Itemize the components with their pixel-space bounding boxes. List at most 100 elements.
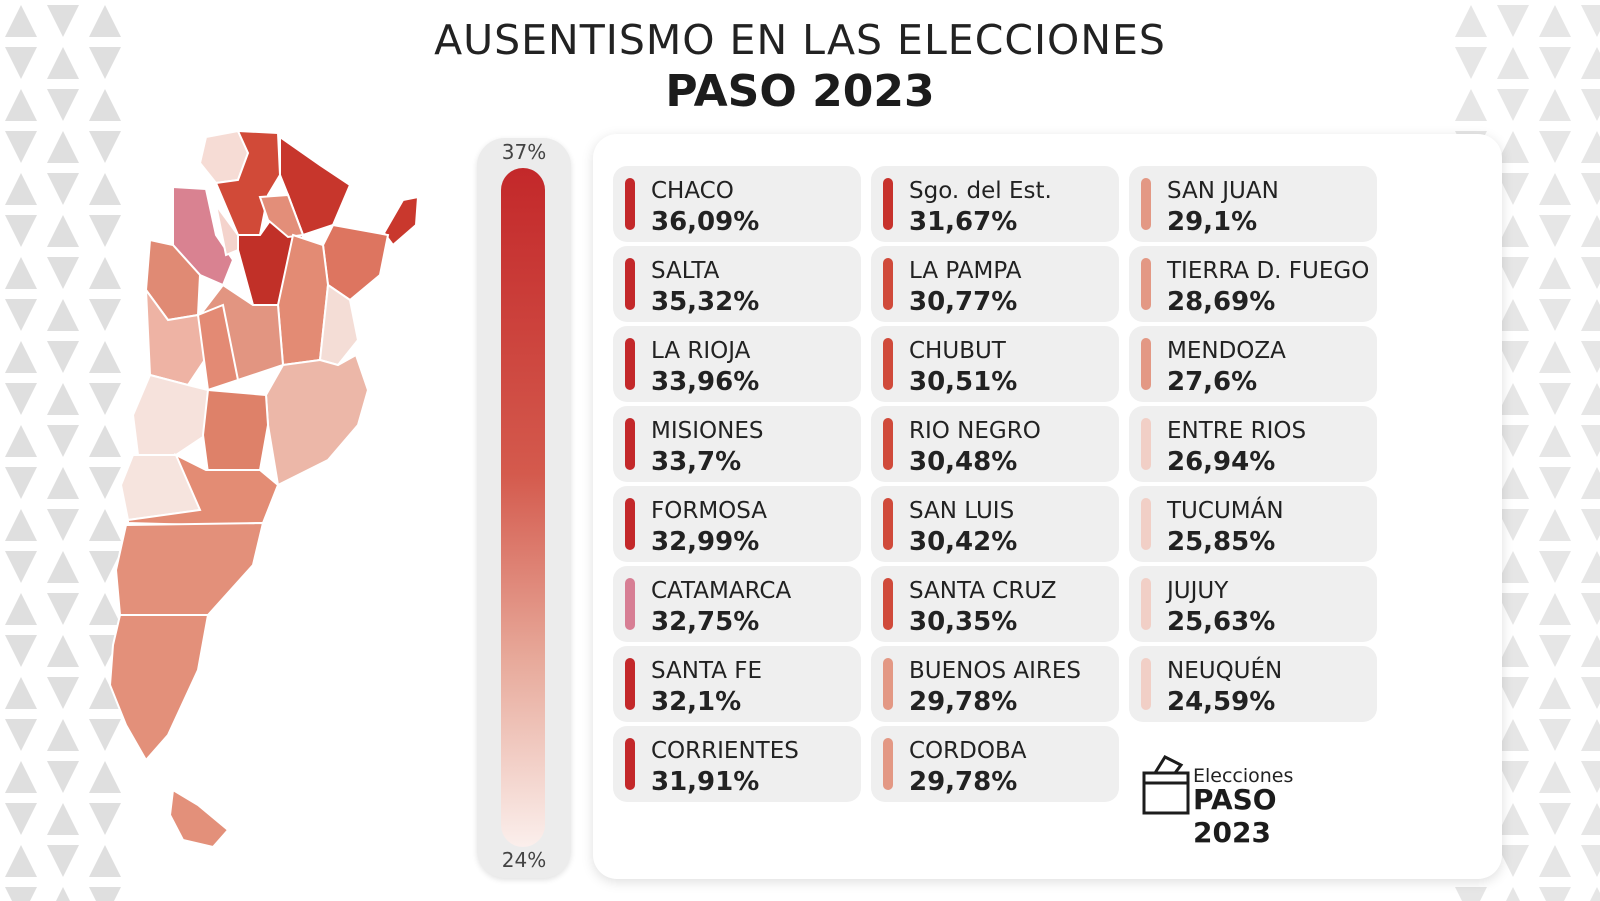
map-region-chubut: [114, 521, 265, 616]
pattern-triangle: [5, 719, 37, 751]
province-color-marker: [883, 178, 893, 230]
pattern-triangle: [89, 341, 121, 373]
pattern-triangle: [89, 299, 121, 331]
province-name: CHACO: [651, 178, 734, 204]
province-color-marker: [883, 578, 893, 630]
pattern-triangle: [5, 131, 37, 163]
province-value: 32,99%: [651, 527, 760, 557]
pattern-triangle: [47, 383, 79, 415]
pattern-triangle: [1581, 257, 1600, 289]
pattern-triangle: [89, 803, 121, 835]
pattern-triangle: [1497, 215, 1529, 247]
pattern-triangle: [56, 887, 70, 901]
province-name: CORRIENTES: [651, 738, 799, 764]
pattern-triangle: [1539, 509, 1571, 541]
pattern-triangle: [5, 593, 37, 625]
pattern-triangle: [5, 5, 37, 37]
chart-title: AUSENTISMO EN LAS ELECCIONES: [434, 16, 1166, 64]
province-color-marker: [625, 258, 635, 310]
province-card: LA RIOJA 33,96%: [613, 326, 861, 402]
pattern-triangle: [89, 551, 121, 583]
pattern-triangle: [89, 425, 121, 457]
province-card: CHACO 36,09%: [613, 166, 861, 242]
pattern-triangle: [89, 593, 121, 625]
pattern-triangle: [89, 509, 121, 541]
pattern-triangle: [1497, 635, 1529, 667]
pattern-triangle: [5, 845, 37, 877]
pattern-triangle: [89, 5, 121, 37]
pattern-triangle: [89, 677, 121, 709]
province-color-marker: [883, 658, 893, 710]
map-region-entre-rios: [318, 283, 360, 367]
pattern-triangle: [47, 593, 79, 625]
pattern-triangle: [1539, 215, 1571, 247]
pattern-triangle: [5, 887, 37, 901]
pattern-triangle: [5, 299, 37, 331]
pattern-triangle: [1581, 215, 1600, 247]
color-scale-legend: 37% 24%: [477, 138, 571, 878]
province-name: MENDOZA: [1167, 338, 1286, 364]
province-color-marker: [883, 258, 893, 310]
province-name: SALTA: [651, 258, 720, 284]
province-card: CORRIENTES 31,91%: [613, 726, 861, 802]
pattern-triangle: [1581, 551, 1600, 583]
province-name: CATAMARCA: [651, 578, 792, 604]
pattern-triangle: [1539, 383, 1571, 415]
pattern-triangle: [5, 551, 37, 583]
province-card: ENTRE RIOS 26,94%: [1129, 406, 1377, 482]
province-name: LA RIOJA: [651, 338, 751, 364]
pattern-triangle: [1497, 467, 1529, 499]
pattern-triangle: [1581, 593, 1600, 625]
pattern-triangle: [1455, 47, 1487, 79]
pattern-triangle: [1455, 89, 1487, 121]
map-region-misiones: [382, 195, 420, 247]
pattern-triangle: [47, 131, 79, 163]
chart-subtitle: PASO 2023: [665, 66, 935, 117]
pattern-triangle: [5, 761, 37, 793]
province-value: 30,42%: [909, 527, 1018, 557]
pattern-triangle: [1497, 383, 1529, 415]
pattern-triangle: [1497, 677, 1529, 709]
pattern-triangle: [47, 467, 79, 499]
province-card: MENDOZA 27,6%: [1129, 326, 1377, 402]
province-color-marker: [1141, 578, 1151, 630]
province-name: JUJUY: [1167, 578, 1229, 604]
province-value: 31,91%: [651, 767, 760, 797]
pattern-triangle: [1497, 5, 1529, 37]
province-name: CHUBUT: [909, 338, 1006, 364]
pattern-triangle: [89, 215, 121, 247]
province-value: 30,35%: [909, 607, 1018, 637]
ballot-box-icon: [1142, 755, 1190, 815]
pattern-triangle: [47, 761, 79, 793]
province-value: 30,51%: [909, 367, 1018, 397]
province-card: Sgo. del Est. 31,67%: [871, 166, 1119, 242]
legend-gradient-bar: [501, 168, 545, 847]
pattern-triangle: [89, 257, 121, 289]
pattern-triangle: [47, 509, 79, 541]
pattern-triangle: [5, 383, 37, 415]
province-name: SAN LUIS: [909, 498, 1015, 524]
triangle-pattern-left-svg: [5, 5, 121, 901]
province-color-marker: [883, 338, 893, 390]
pattern-triangle: [89, 467, 121, 499]
province-color-marker: [625, 658, 635, 710]
pattern-triangle: [47, 845, 79, 877]
pattern-triangle: [1539, 803, 1571, 835]
pattern-triangle: [47, 551, 79, 583]
province-value: 30,77%: [909, 287, 1018, 317]
province-value: 29,78%: [909, 767, 1018, 797]
pattern-triangle: [1497, 551, 1529, 583]
pattern-triangle: [89, 383, 121, 415]
province-value: 30,48%: [909, 447, 1018, 477]
pattern-triangle: [1581, 341, 1600, 373]
pattern-triangle: [1539, 299, 1571, 331]
province-card: FORMOSA 32,99%: [613, 486, 861, 562]
pattern-triangle: [1497, 257, 1529, 289]
province-card: CATAMARCA 32,75%: [613, 566, 861, 642]
province-color-marker: [625, 178, 635, 230]
pattern-triangle: [1539, 467, 1571, 499]
pattern-triangle: [5, 341, 37, 373]
pattern-triangle: [1497, 509, 1529, 541]
province-name: NEUQUÉN: [1167, 658, 1283, 684]
province-value: 27,6%: [1167, 367, 1258, 397]
